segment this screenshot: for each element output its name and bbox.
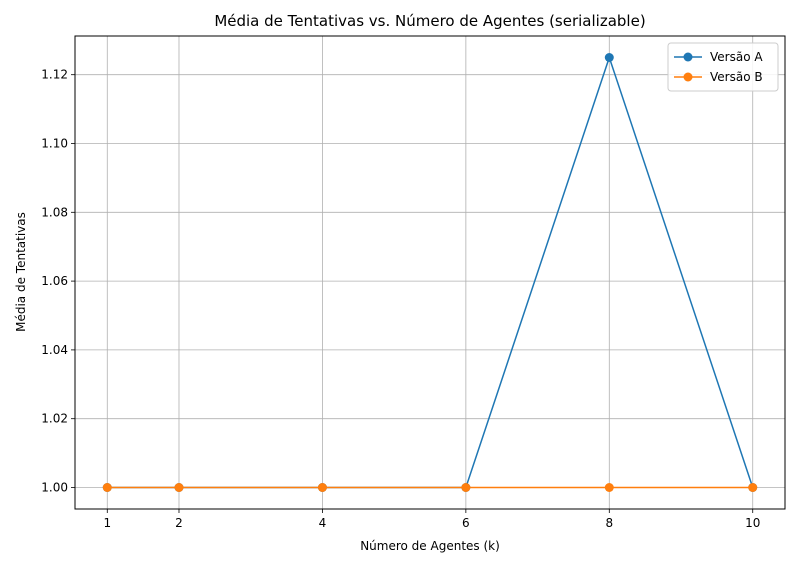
x-tick-label: 4 — [319, 516, 327, 530]
data-point — [748, 483, 758, 492]
legend-label: Versão B — [710, 70, 763, 84]
y-axis-label: Média de Tentativas — [14, 212, 28, 332]
plot-frame — [74, 35, 786, 510]
legend-label: Versão A — [710, 50, 763, 64]
data-point — [461, 483, 471, 492]
x-tick-label: 2 — [175, 516, 183, 530]
legend-item: Versão B — [674, 70, 763, 84]
chart-title: Média de Tentativas vs. Número de Agente… — [214, 12, 645, 30]
data-point — [604, 53, 614, 62]
y-tick-label: 1.10 — [41, 137, 68, 151]
y-tick-label: 1.04 — [41, 343, 68, 357]
legend-item: Versão A — [674, 50, 763, 64]
y-tick-label: 1.06 — [41, 274, 68, 288]
legend-box — [667, 42, 779, 92]
series-a — [102, 53, 758, 492]
series-group — [102, 53, 758, 492]
data-point — [102, 483, 112, 492]
data-point — [604, 483, 614, 492]
x-tick-label: 10 — [745, 516, 760, 530]
data-point — [317, 483, 327, 492]
y-tick-label: 1.08 — [41, 205, 68, 219]
x-axis-label: Número de Agentes (k) — [360, 539, 500, 553]
series-b — [102, 483, 758, 492]
x-tick-label: 1 — [103, 516, 111, 530]
legend: Versão A Versão B — [667, 42, 779, 92]
x-tick-label: 6 — [462, 516, 470, 530]
y-axis: 1.00 1.02 1.04 1.06 1.08 1.10 1.12 — [41, 68, 75, 495]
y-tick-label: 1.02 — [41, 412, 68, 426]
data-point — [174, 483, 184, 492]
y-tick-label: 1.12 — [41, 68, 68, 82]
series-line — [107, 55, 754, 489]
legend-marker — [683, 52, 693, 62]
y-tick-label: 1.00 — [41, 481, 68, 495]
x-tick-label: 8 — [605, 516, 613, 530]
x-axis: 1 2 4 6 8 10 — [103, 509, 760, 530]
grid — [75, 36, 785, 509]
legend-marker — [683, 72, 693, 82]
